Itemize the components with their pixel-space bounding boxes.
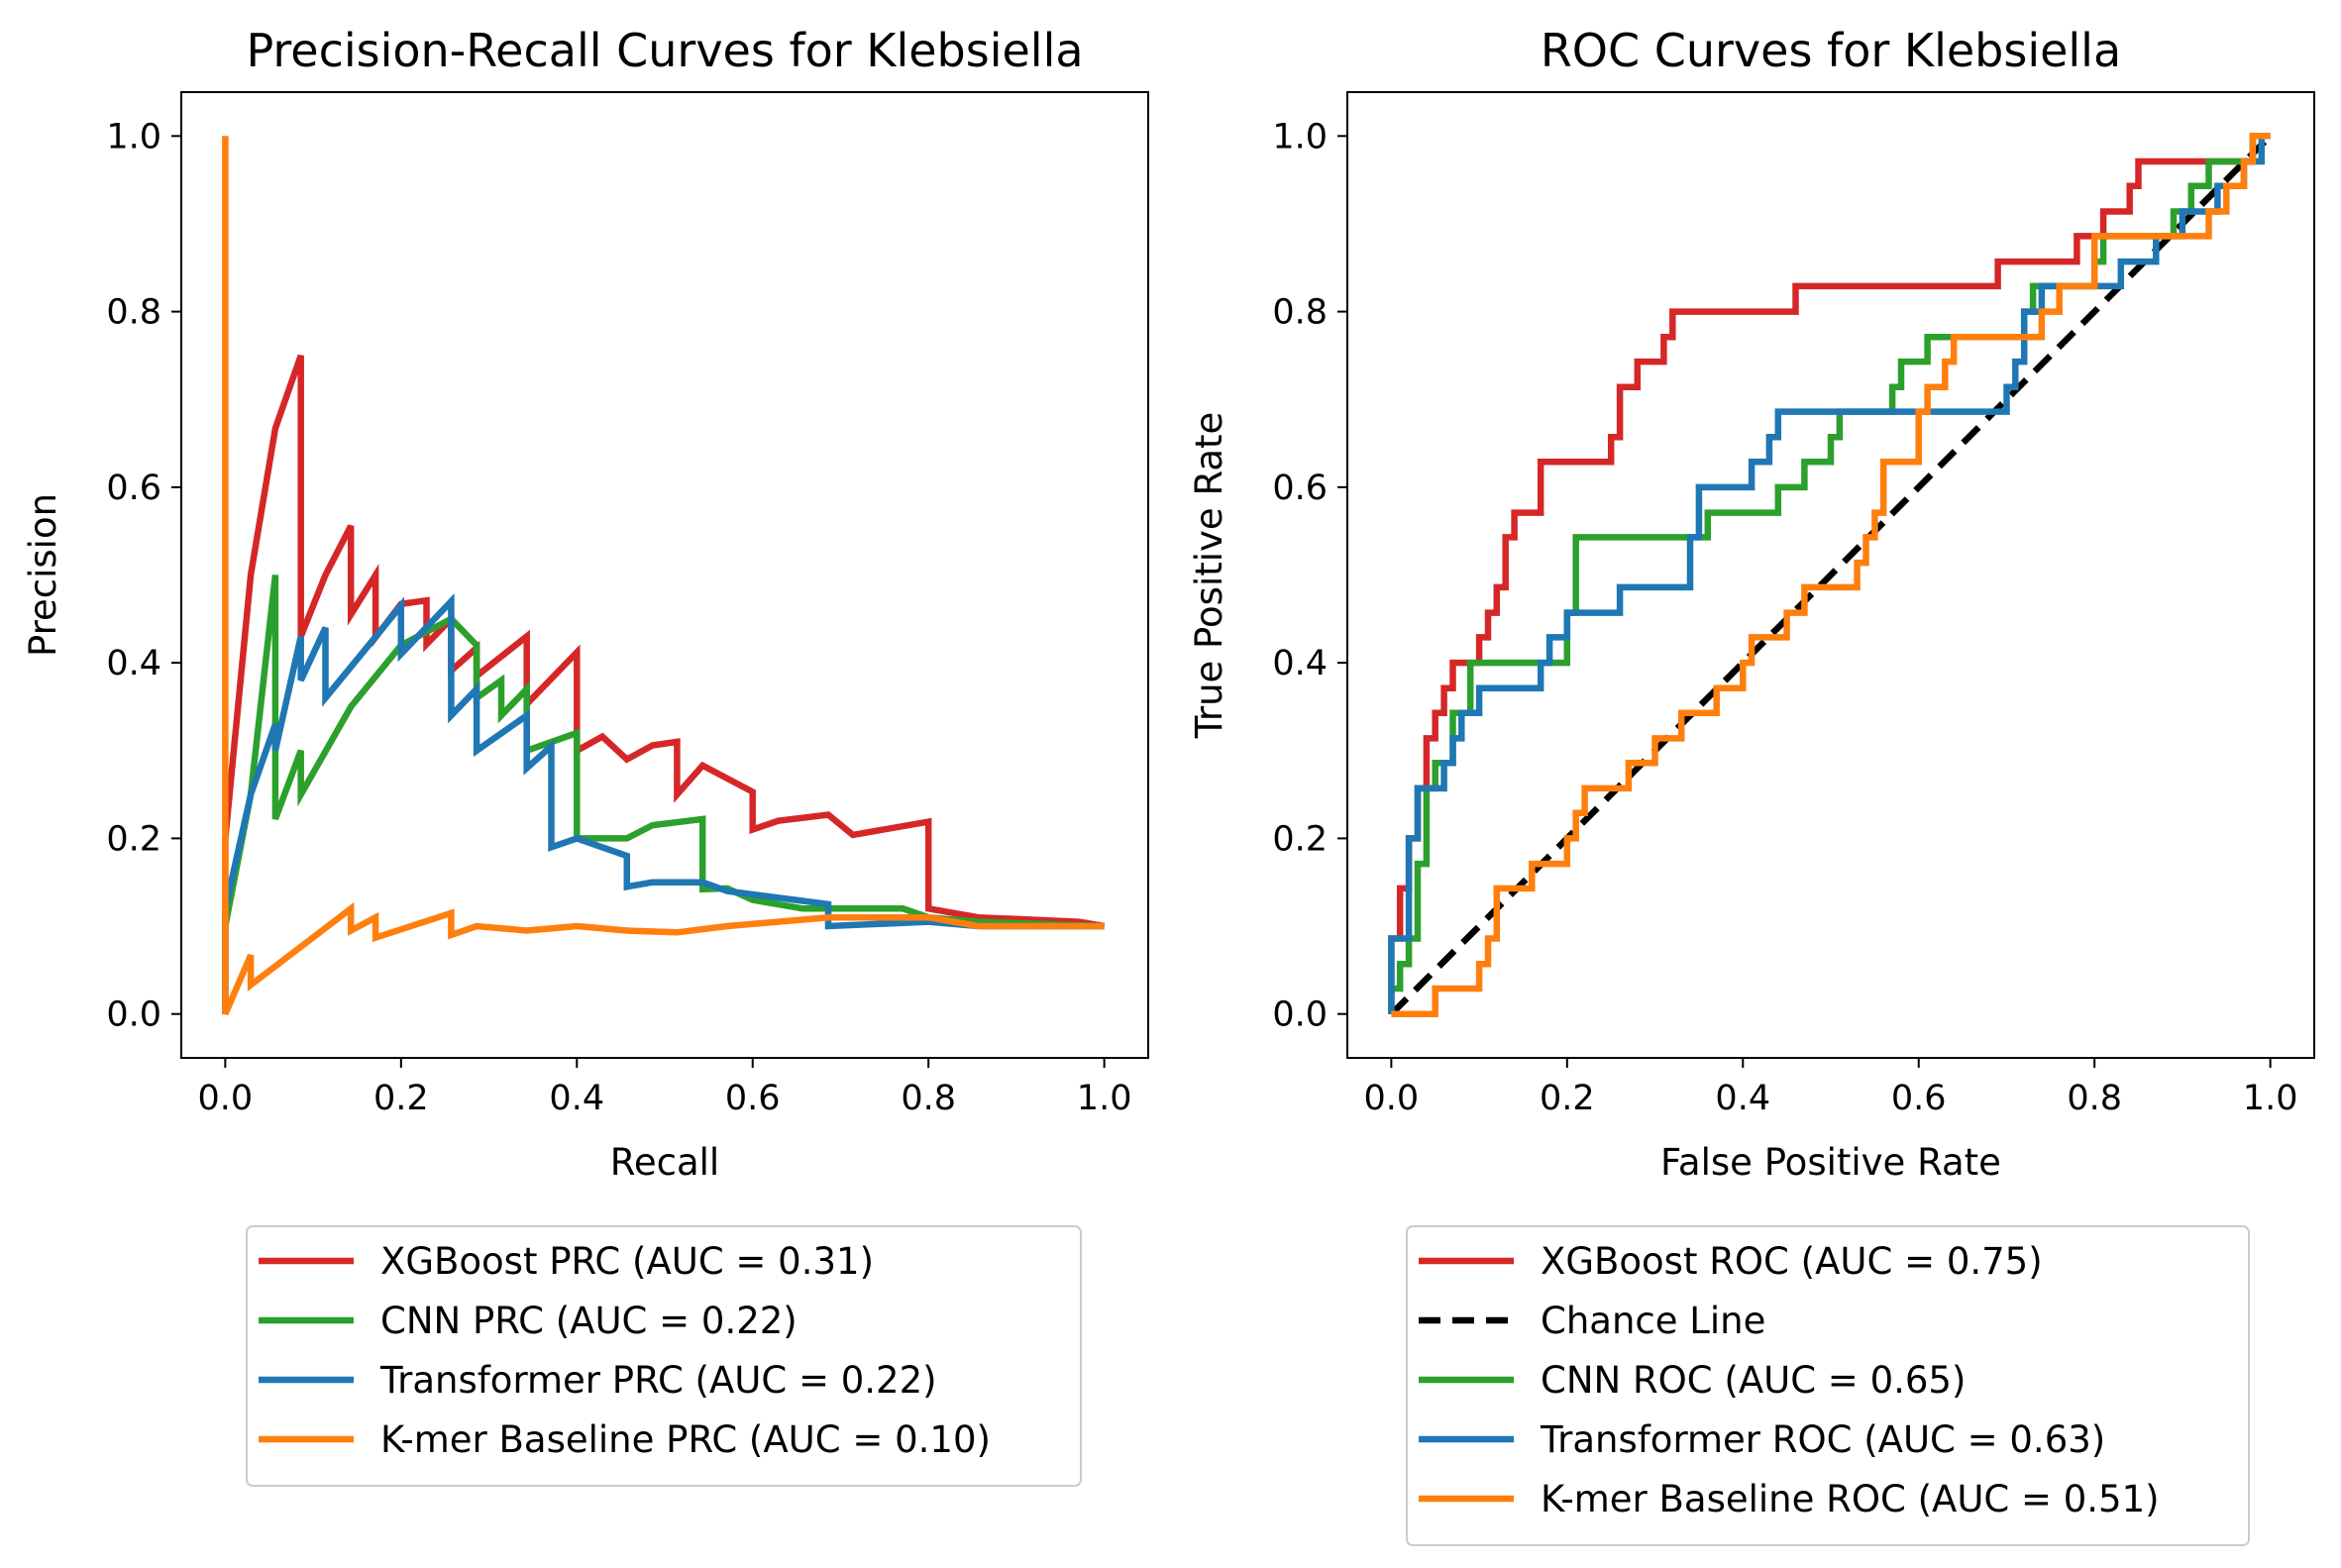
roc-axes-frame [1346,91,2315,1059]
roc-series-line-0 [1388,133,2271,1014]
pr-y-tick-label: 0.0 [106,995,161,1035]
pr-x-axis-label: Recall [610,1141,719,1184]
pr-legend-frame [246,1225,1082,1487]
roc-x-tick-label: 0.0 [1364,1079,1420,1118]
pr-legend: XGBoost PRC (AUC = 0.31) CNN PRC (AUC = 0… [246,1225,1082,1487]
precision-recall-chart: Precision-Recall Curves for Klebsiella 0.… [22,24,1149,1487]
pr-y-tick-label: 1.0 [106,117,161,157]
roc-series-group [1388,133,2273,1017]
pr-series-group [222,136,1106,1015]
roc-legend-label-3: Transformer ROC (AUC = 0.63) [1540,1418,2105,1461]
roc-legend: XGBoost ROC (AUC = 0.75) Chance Line CNN R… [1406,1225,2250,1546]
roc-x-tick-label: 0.2 [1540,1079,1595,1118]
pr-legend-label-0: XGBoost PRC (AUC = 0.31) [380,1240,874,1283]
roc-legend-label-4: K-mer Baseline ROC (AUC = 0.51) [1541,1478,2160,1520]
roc-x-tick-label: 0.8 [2067,1079,2122,1118]
roc-y-tick-label: 0.2 [1272,819,1328,859]
pr-axes-frame [180,91,1149,1059]
roc-x-tick-label: 0.4 [1715,1079,1770,1118]
pr-series-line-2 [222,592,1105,1014]
roc-y-tick-label: 0.8 [1272,293,1328,333]
pr-series-line-1 [222,575,1105,1014]
roc-y-axis-label: True Positive Rate [1188,412,1230,740]
pr-x-tick-label: 1.0 [1077,1079,1132,1118]
roc-series-line-4 [1391,133,2271,1017]
roc-y-tick-label: 0.4 [1272,644,1328,683]
roc-chart-title: ROC Curves for Klebsiella [1541,24,2121,77]
pr-legend-label-1: CNN PRC (AUC = 0.22) [380,1300,798,1342]
roc-legend-label-2: CNN ROC (AUC = 0.65) [1541,1359,1966,1402]
roc-legend-label-1: Chance Line [1541,1300,1765,1342]
roc-y-tick-label: 0.0 [1272,995,1328,1035]
roc-x-axis-label: False Positive Rate [1660,1141,2001,1184]
pr-x-tick-label: 0.2 [373,1079,429,1118]
pr-x-tick-label: 0.4 [549,1079,604,1118]
pr-x-tick-label: 0.0 [198,1079,254,1118]
roc-legend-frame [1406,1225,2250,1546]
pr-legend-label-3: K-mer Baseline PRC (AUC = 0.10) [380,1418,991,1461]
roc-series-line-1 [1389,134,2273,1016]
pr-y-tick-label: 0.2 [106,819,161,859]
roc-y-tick-label: 0.6 [1272,469,1328,508]
roc-x-tick-label: 1.0 [2243,1079,2298,1118]
pr-y-axis-label: Precision [22,493,64,657]
pr-series-line-3 [222,136,1105,1015]
roc-legend-label-0: XGBoost ROC (AUC = 0.75) [1541,1240,2043,1283]
pr-chart-title: Precision-Recall Curves for Klebsiella [246,24,1083,77]
pr-y-tick-label: 0.8 [106,293,161,333]
roc-y-tick-label: 1.0 [1272,117,1328,157]
pr-legend-label-2: Transformer PRC (AUC = 0.22) [379,1359,937,1402]
pr-x-tick-label: 0.6 [725,1079,781,1118]
pr-x-tick-label: 0.8 [901,1079,956,1118]
pr-y-tick-label: 0.6 [106,469,161,508]
roc-x-tick-label: 0.6 [1891,1079,1947,1118]
pr-series-line-0 [222,354,1106,1014]
roc-chart: ROC Curves for Klebsiella 0.0 0.2 0.4 0.6 0.8… [1188,24,2315,1546]
pr-y-tick-label: 0.4 [106,644,161,683]
